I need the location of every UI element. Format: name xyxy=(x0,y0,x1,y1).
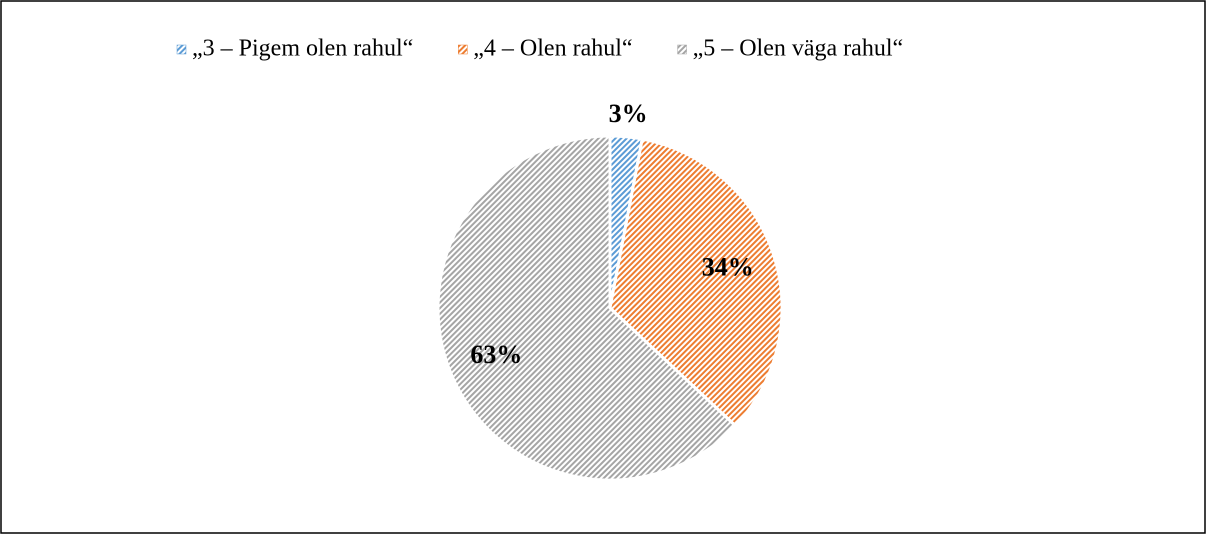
pie-slice xyxy=(436,134,738,482)
legend-label: „3 – Pigem olen rahul“ xyxy=(192,36,413,62)
data-label: 63% xyxy=(470,340,522,369)
legend-marker xyxy=(458,44,468,55)
data-label: 3% xyxy=(609,99,648,128)
data-label: 34% xyxy=(702,253,754,282)
pie-slice xyxy=(608,137,784,428)
legend-marker xyxy=(176,44,187,55)
legend-label: „5 – Olen väga rahul“ xyxy=(693,36,904,62)
legend-marker xyxy=(677,44,687,55)
legend-label: „4 – Olen rahul“ xyxy=(473,36,632,62)
